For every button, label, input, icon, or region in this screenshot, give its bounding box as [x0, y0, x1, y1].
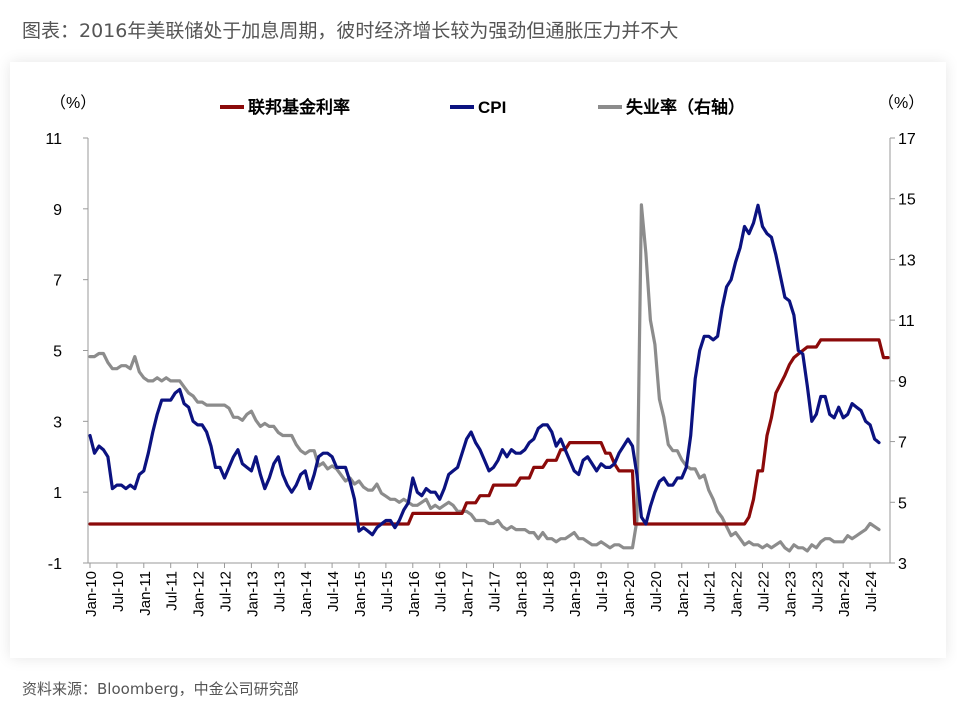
x-tick-label: Jul-16	[433, 571, 450, 612]
left-tick-label: 5	[53, 344, 62, 361]
right-tick-label: 17	[898, 131, 916, 148]
series-line-0	[88, 338, 890, 526]
x-tick-label: Jan-24	[836, 571, 853, 617]
x-tick-label: Jul-24	[863, 571, 880, 612]
x-tick-label: Jul-12	[217, 571, 234, 612]
legend-label-2: 失业率（右轴）	[626, 97, 745, 117]
x-tick-label: Jan-13	[244, 571, 261, 617]
x-tick-label: Jul-21	[702, 571, 719, 612]
x-tick-label: Jan-17	[460, 571, 477, 617]
x-tick-label: Jan-14	[298, 571, 315, 617]
chart-series	[88, 203, 890, 553]
x-tick-label: Jul-23	[809, 571, 826, 612]
x-tick-label: Jan-23	[782, 571, 799, 617]
left-tick-label: 9	[53, 202, 62, 219]
x-tick-label: Jul-22	[755, 571, 772, 612]
x-tick-label: Jul-17	[486, 571, 503, 612]
x-tick-label: Jul-20	[648, 571, 665, 612]
source-note: 资料来源：Bloomberg，中金公司研究部	[22, 680, 299, 698]
x-tick-label: Jan-18	[513, 571, 530, 617]
left-unit-label: （%）	[50, 94, 96, 112]
right-tick-label: 3	[898, 556, 907, 573]
x-tick-label: Jan-22	[729, 571, 746, 617]
x-tick-label: Jul-10	[110, 571, 127, 612]
chart-legend: 联邦基金利率 CPI 失业率（右轴）	[220, 97, 745, 117]
left-tick-label: -1	[48, 556, 62, 573]
x-tick-label: Jul-15	[379, 571, 396, 612]
right-tick-label: 11	[898, 313, 915, 330]
left-tick-label: 11	[45, 131, 62, 148]
series-line-2	[88, 203, 881, 553]
x-tick-label: Jul-19	[594, 571, 611, 612]
series-line-1	[88, 203, 881, 537]
x-tick-label: Jul-14	[325, 571, 342, 612]
x-tick-label: Jan-10	[83, 571, 100, 617]
x-tick-label: Jan-19	[567, 571, 584, 617]
chart-title: 图表：2016年美联储处于加息周期，彼时经济增长较为强劲但通胀压力并不大	[22, 20, 679, 42]
x-tick-label: Jan-16	[406, 571, 423, 617]
x-tick-label: Jul-11	[164, 571, 181, 611]
right-tick-label: 5	[898, 495, 907, 512]
right-tick-label: 15	[898, 192, 916, 209]
x-tick-label: Jan-21	[675, 571, 692, 617]
right-unit-label: （%）	[878, 94, 924, 112]
chart-panel: （%） （%） -1 1 3 5 7 9 11 3 5 7 9 11 13 15 17 Jan-10 Jul-10 J…	[10, 62, 946, 658]
right-tick-label: 9	[898, 374, 907, 391]
x-tick-label: Jul-18	[540, 571, 557, 612]
x-tick-label: Jan-20	[621, 571, 638, 617]
left-tick-label: 7	[53, 273, 62, 290]
right-tick-label: 7	[898, 435, 907, 452]
x-tick-label: Jul-13	[271, 571, 288, 612]
x-tick-label: Jan-12	[191, 571, 208, 617]
x-tick-label: Jan-15	[352, 571, 369, 617]
left-tick-label: 3	[53, 414, 62, 431]
left-tick-label: 1	[53, 485, 62, 502]
x-tick-label: Jan-11	[137, 571, 154, 616]
legend-label-0: 联邦基金利率	[248, 97, 350, 117]
right-tick-label: 13	[898, 252, 916, 269]
legend-label-1: CPI	[478, 98, 506, 117]
